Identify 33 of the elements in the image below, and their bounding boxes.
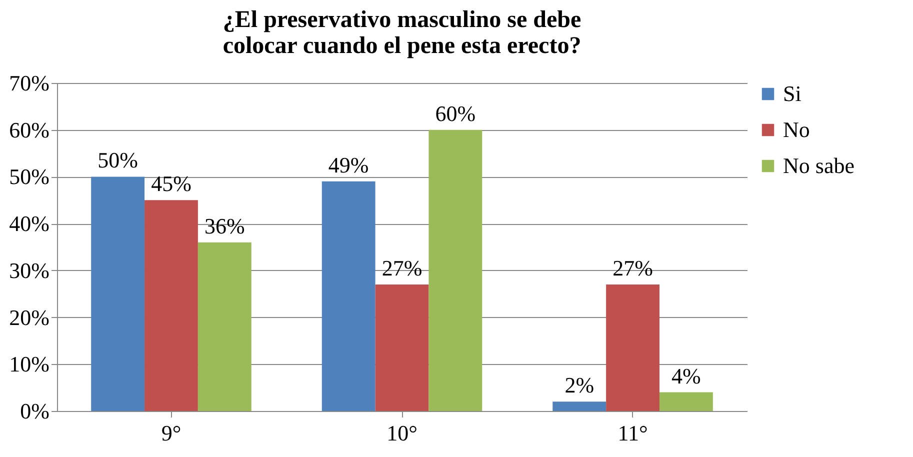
chart-title: ¿El preservativo masculino se debe colocar cuando el pene esta erecto? [222,7,582,59]
y-tick-label: 70% [9,70,50,96]
data-label: 45% [151,171,192,196]
x-tick-label: 9° [161,420,182,446]
y-tick-label: 10% [9,352,50,377]
legend-label: Si [783,81,802,106]
data-label: 4% [672,363,701,388]
bar [606,284,660,411]
data-label: 49% [328,152,369,178]
data-label: 60% [435,100,476,126]
bar [552,402,606,411]
x-tick-label: 10° [386,420,418,446]
y-tick-label: 30% [9,258,50,283]
bar [198,242,252,411]
bar [375,284,429,411]
data-label: 2% [564,372,594,398]
x-tick-label: 11° [618,420,648,446]
data-label: 50% [98,148,138,173]
legend-label: No [783,117,810,142]
bar [144,200,198,411]
legend-label: No sabe [783,153,854,178]
data-label: 27% [382,255,422,280]
bar [428,130,482,411]
y-tick-label: 60% [9,117,50,142]
y-tick-label: 50% [9,164,50,190]
y-tick-label: 20% [9,304,50,330]
data-label: 27% [612,255,653,280]
y-tick-label: 0% [20,398,50,424]
y-tick-label: 40% [9,211,50,236]
data-label: 36% [204,213,245,238]
bar [322,181,376,411]
bar [659,392,713,411]
bar [91,176,145,411]
